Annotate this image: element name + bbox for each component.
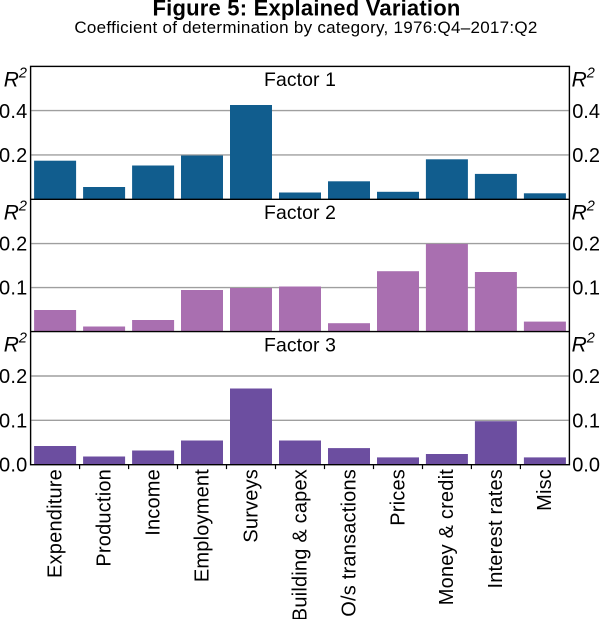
svg-text:0.0: 0.0 (572, 455, 600, 477)
svg-text:0.2: 0.2 (0, 145, 27, 167)
svg-text:0.1: 0.1 (0, 410, 27, 432)
svg-text:Production: Production (93, 469, 115, 567)
svg-text:0.2: 0.2 (572, 234, 600, 256)
svg-text:0.1: 0.1 (572, 410, 600, 432)
svg-text:Factor 1: Factor 1 (264, 69, 336, 91)
svg-text:0.2: 0.2 (0, 234, 27, 256)
svg-text:Surveys: Surveys (240, 469, 262, 543)
svg-text:Interest rates: Interest rates (485, 469, 507, 589)
svg-text:Money & credit: Money & credit (436, 469, 458, 605)
svg-text:Figure 5: Explained Variation: Figure 5: Explained Variation (152, 0, 460, 21)
svg-text:O/s transactions: O/s transactions (338, 469, 360, 617)
svg-text:0.0: 0.0 (0, 455, 27, 477)
svg-text:0.2: 0.2 (572, 145, 600, 167)
svg-text:Coefficient of determination b: Coefficient of determination by category… (74, 18, 537, 37)
svg-text:0.2: 0.2 (0, 366, 27, 388)
svg-text:0.1: 0.1 (0, 278, 27, 300)
svg-text:0.2: 0.2 (572, 366, 600, 388)
svg-text:Prices: Prices (387, 469, 409, 526)
svg-text:Building & capex: Building & capex (289, 469, 311, 619)
svg-text:Misc: Misc (534, 469, 556, 511)
svg-text:Factor 2: Factor 2 (264, 202, 336, 224)
svg-text:0.4: 0.4 (0, 101, 27, 123)
svg-text:Expenditure: Expenditure (44, 469, 66, 578)
svg-text:Employment: Employment (191, 469, 213, 582)
svg-text:Factor 3: Factor 3 (264, 334, 336, 356)
svg-text:0.1: 0.1 (572, 278, 600, 300)
svg-text:0.4: 0.4 (572, 101, 600, 123)
svg-text:Income: Income (142, 469, 164, 536)
